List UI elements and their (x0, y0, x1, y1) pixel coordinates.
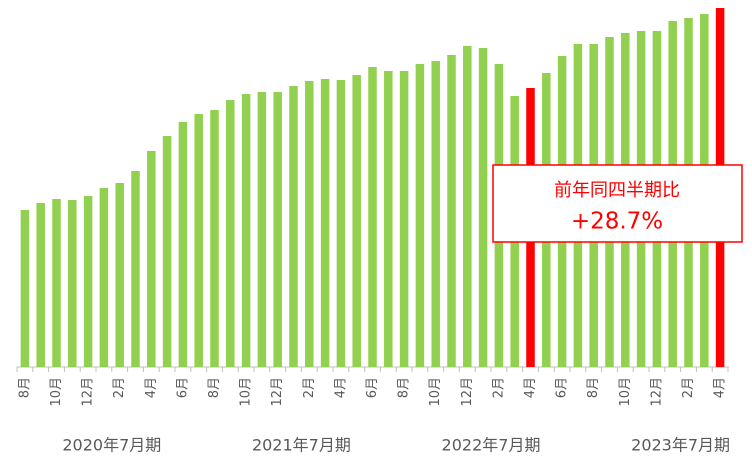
bar (368, 67, 377, 367)
x-tick-label: 4月 (523, 377, 538, 398)
bar (257, 92, 267, 367)
bar (194, 114, 203, 367)
x-tick-label: 12月 (460, 377, 475, 407)
bar (210, 110, 219, 367)
x-tick-label: 12月 (270, 377, 285, 407)
bar (289, 86, 298, 367)
bar (447, 55, 456, 367)
bar (131, 171, 140, 367)
x-tick-label: 2月 (112, 377, 127, 398)
annotation: 前年同四半期比 +28.7% (492, 164, 743, 243)
x-tick-label: 12月 (649, 377, 664, 407)
bar (83, 196, 93, 367)
x-tick-label: 2月 (302, 377, 317, 398)
bar (415, 64, 425, 367)
annotation-box (492, 164, 743, 243)
period-label: 2021年7月期 (252, 436, 351, 455)
bar (241, 94, 251, 367)
bar (273, 92, 282, 367)
period-label: 2020年7月期 (62, 436, 161, 455)
x-tick-label: 10月 (618, 377, 633, 407)
x-tick-label: 10月 (49, 377, 64, 407)
x-tick-label: 10月 (428, 377, 443, 407)
period-label: 2022年7月期 (442, 436, 541, 455)
x-tick-label: 8月 (207, 377, 222, 398)
bar (162, 136, 172, 367)
period-label: 2023年7月期 (631, 436, 730, 455)
x-tick-label: 4月 (333, 377, 348, 398)
x-tick-label: 8月 (586, 377, 601, 398)
bar (399, 71, 409, 367)
bar (352, 75, 361, 367)
x-tick-label: 8月 (397, 377, 412, 398)
bar (478, 48, 488, 367)
bar (226, 100, 235, 367)
x-tick-label: 2月 (491, 377, 506, 398)
bar (36, 203, 45, 367)
bar (336, 80, 346, 367)
bar (20, 210, 30, 367)
bar (52, 199, 61, 367)
annotation-text: +28.7% (571, 209, 663, 235)
x-tick-label: 2月 (681, 377, 696, 398)
bar (431, 61, 440, 367)
x-tick-label: 4月 (713, 377, 728, 398)
bar (147, 151, 156, 367)
bar (68, 200, 77, 367)
x-tick-label: 6月 (175, 377, 190, 398)
bar (99, 188, 109, 367)
x-tick-label: 6月 (555, 377, 570, 398)
bar (305, 81, 314, 367)
bar (115, 183, 124, 367)
annotation-text: 前年同四半期比 (554, 180, 680, 201)
x-tick-label: 8月 (17, 377, 32, 398)
x-tick-label: 10月 (239, 377, 254, 407)
bar (384, 71, 393, 367)
bar (463, 46, 472, 367)
bar (320, 79, 330, 367)
x-tick-label: 4月 (144, 377, 159, 398)
x-tick-label: 12月 (81, 377, 96, 407)
x-tick-label: 6月 (365, 377, 380, 398)
bar (178, 122, 188, 367)
